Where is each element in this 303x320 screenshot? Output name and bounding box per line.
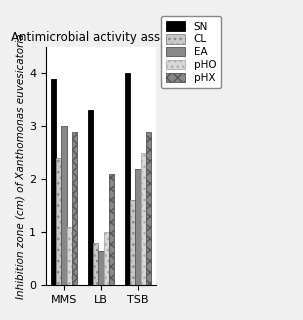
- Title: Antimicrobial activity assay: Antimicrobial activity assay: [11, 31, 174, 44]
- Bar: [98, 251, 104, 285]
- Bar: [109, 174, 114, 285]
- Bar: [130, 200, 135, 285]
- Bar: [104, 232, 109, 285]
- Bar: [135, 169, 141, 285]
- Bar: [56, 158, 62, 285]
- Bar: [72, 132, 77, 285]
- Bar: [67, 227, 72, 285]
- Bar: [146, 132, 151, 285]
- Y-axis label: Inhibition zone (cm) of Xanthomonas euvesicatoria: Inhibition zone (cm) of Xanthomonas euve…: [15, 33, 25, 299]
- Legend: SN, CL, EA, pHO, pHX: SN, CL, EA, pHO, pHX: [161, 16, 221, 88]
- Bar: [88, 110, 93, 285]
- Bar: [51, 78, 56, 285]
- Bar: [93, 243, 98, 285]
- Bar: [141, 153, 146, 285]
- Bar: [62, 126, 67, 285]
- Bar: [125, 73, 130, 285]
